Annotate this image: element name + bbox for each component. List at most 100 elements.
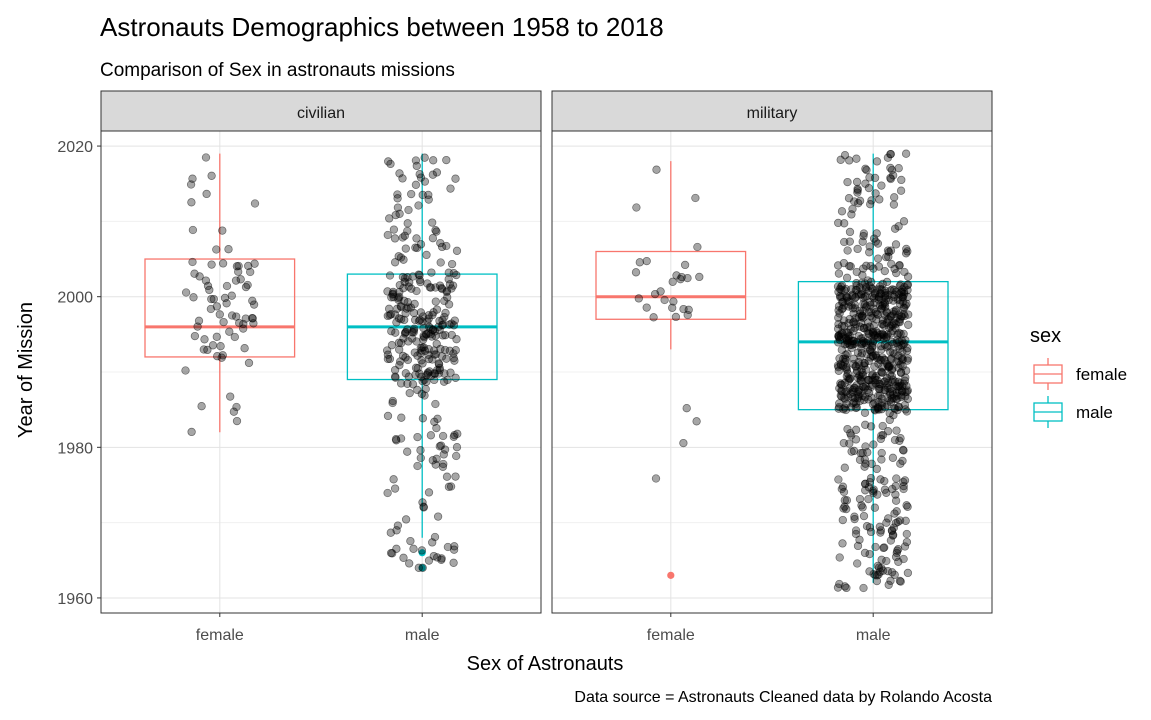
data-point bbox=[896, 459, 905, 468]
data-point bbox=[396, 253, 406, 262]
legend-label: female bbox=[1076, 365, 1127, 384]
data-point bbox=[684, 305, 693, 314]
data-point bbox=[840, 378, 849, 388]
data-point bbox=[842, 504, 851, 514]
data-point bbox=[896, 368, 906, 378]
y-tick-label: 2020 bbox=[57, 139, 93, 156]
data-point bbox=[201, 153, 211, 162]
data-point bbox=[404, 337, 413, 346]
data-point bbox=[880, 266, 889, 276]
data-point bbox=[853, 244, 862, 254]
data-point bbox=[250, 199, 260, 208]
data-point bbox=[903, 502, 912, 511]
data-point bbox=[229, 407, 239, 416]
facet-label: military bbox=[747, 105, 798, 122]
data-point bbox=[887, 259, 896, 269]
facet-strip bbox=[551, 90, 993, 132]
data-point bbox=[858, 448, 867, 458]
data-point bbox=[389, 475, 398, 484]
data-point bbox=[859, 583, 868, 593]
data-point bbox=[838, 515, 847, 525]
data-point bbox=[200, 335, 209, 344]
data-point bbox=[835, 333, 844, 342]
data-point bbox=[447, 259, 457, 269]
data-point bbox=[197, 402, 206, 411]
data-point bbox=[835, 399, 844, 408]
data-point bbox=[415, 170, 424, 179]
data-point bbox=[394, 314, 404, 323]
data-point bbox=[244, 358, 254, 368]
data-point bbox=[400, 277, 409, 287]
data-point bbox=[420, 153, 429, 162]
data-point bbox=[391, 210, 400, 220]
data-point bbox=[443, 542, 453, 552]
data-point bbox=[870, 503, 880, 512]
data-point bbox=[875, 522, 884, 531]
facet-military: military female male bbox=[551, 90, 993, 644]
data-point bbox=[631, 268, 641, 277]
data-point bbox=[395, 280, 404, 290]
data-point bbox=[410, 299, 419, 309]
data-point bbox=[418, 190, 427, 200]
data-point bbox=[896, 379, 905, 388]
data-point bbox=[904, 310, 913, 319]
data-point bbox=[903, 394, 912, 404]
data-point bbox=[866, 297, 875, 307]
data-point bbox=[428, 456, 437, 465]
data-point bbox=[891, 481, 900, 491]
data-point bbox=[401, 244, 410, 253]
data-point bbox=[201, 276, 211, 285]
data-point bbox=[642, 303, 651, 312]
data-point bbox=[878, 566, 888, 575]
data-point bbox=[859, 395, 868, 405]
data-point bbox=[891, 496, 901, 505]
data-point bbox=[400, 315, 409, 325]
data-point bbox=[181, 366, 190, 375]
data-point bbox=[872, 157, 882, 166]
data-point bbox=[412, 234, 421, 243]
data-point bbox=[218, 226, 227, 235]
data-point bbox=[414, 316, 424, 326]
data-point bbox=[892, 426, 901, 435]
data-point bbox=[435, 325, 444, 335]
data-point bbox=[865, 523, 875, 532]
data-point bbox=[431, 350, 441, 359]
data-point bbox=[882, 556, 891, 566]
x-axis-title: Sex of Astronauts bbox=[467, 653, 624, 675]
data-point bbox=[850, 514, 859, 524]
data-point bbox=[860, 408, 870, 417]
data-point bbox=[877, 555, 886, 564]
data-point bbox=[431, 331, 440, 341]
data-point bbox=[403, 355, 413, 365]
data-point bbox=[878, 330, 887, 339]
y-tick-label: 1980 bbox=[57, 440, 93, 457]
data-point bbox=[853, 184, 862, 194]
data-point bbox=[880, 298, 889, 307]
data-point bbox=[419, 323, 428, 333]
data-point bbox=[864, 318, 873, 327]
data-point bbox=[897, 392, 906, 402]
data-point bbox=[249, 300, 259, 309]
data-point bbox=[187, 198, 196, 207]
data-point bbox=[401, 515, 411, 524]
data-point bbox=[695, 272, 704, 282]
data-point bbox=[386, 548, 396, 558]
boxplot-female bbox=[144, 153, 296, 433]
data-point bbox=[427, 268, 436, 277]
data-point bbox=[390, 484, 400, 493]
data-point bbox=[693, 242, 702, 252]
data-point bbox=[416, 446, 425, 455]
data-point bbox=[248, 314, 257, 323]
data-point bbox=[450, 542, 459, 551]
data-point bbox=[444, 268, 453, 277]
data-point bbox=[865, 242, 874, 251]
data-point bbox=[442, 472, 452, 481]
data-point bbox=[850, 197, 859, 206]
data-point bbox=[889, 530, 898, 539]
data-point bbox=[851, 293, 860, 302]
data-point bbox=[406, 536, 415, 546]
data-point bbox=[896, 186, 906, 195]
data-point bbox=[432, 305, 442, 314]
data-point bbox=[649, 313, 658, 322]
data-point bbox=[872, 229, 881, 238]
